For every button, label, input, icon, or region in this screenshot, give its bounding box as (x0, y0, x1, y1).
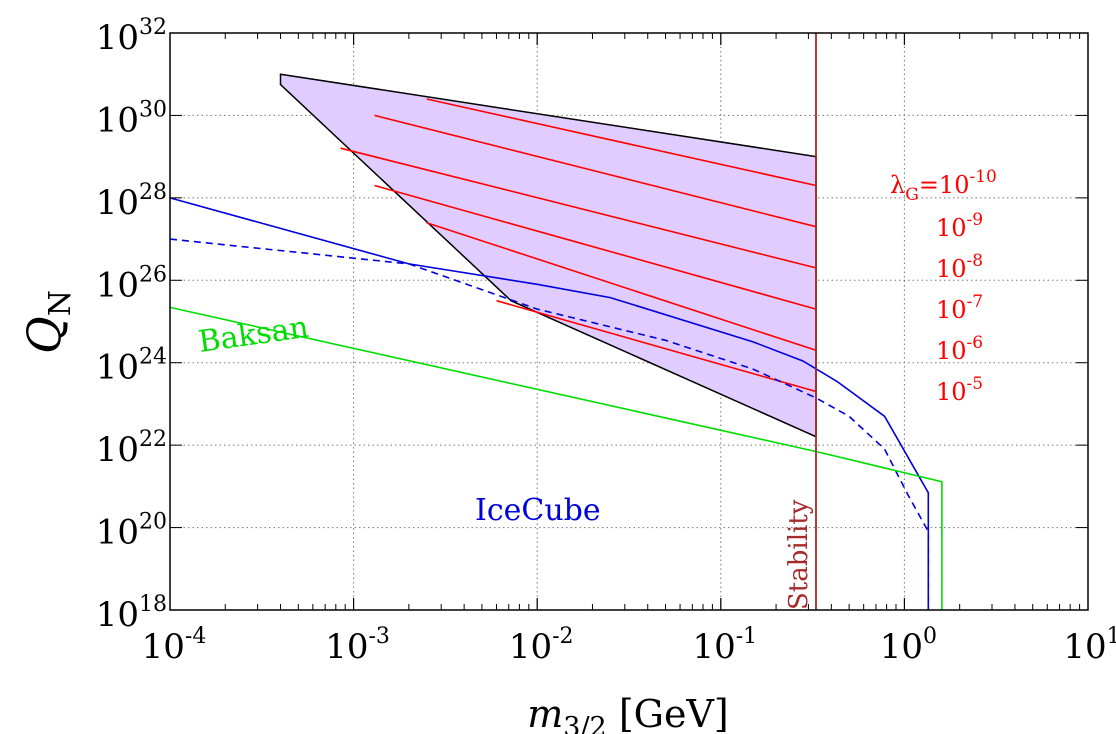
y-tick-label-1: 1018 (96, 592, 167, 635)
allowed-region (279, 73, 817, 438)
allowed-region-layer (279, 73, 817, 438)
x-tick-label-4: 10-1 (692, 624, 757, 667)
ticks-layer (169, 32, 1089, 611)
lambda-label-3: 10-8 (936, 251, 983, 283)
x-tick-label-5: 100 (880, 624, 937, 667)
lambda-line-1 (426, 98, 817, 187)
lambda-line-6 (496, 299, 817, 393)
series-icecube (169, 197, 930, 610)
lambda-line-4 (374, 184, 817, 310)
series-icecube-dashed (169, 238, 930, 610)
x-tick-label-3: 10-2 (509, 624, 574, 667)
y-tick-label-5: 1026 (96, 262, 167, 305)
lambda-label-2: 10-9 (936, 210, 983, 242)
stability-label: Stability (784, 499, 814, 610)
y-tick-label-6: 1028 (96, 180, 167, 223)
icecube-label: IceCube (475, 493, 601, 528)
x-axis-label: m3/2 [GeV] (527, 692, 729, 734)
series-layer (169, 197, 943, 610)
lambda-lines-layer (340, 98, 817, 393)
lambda-line-5 (426, 221, 817, 352)
plot-frame (169, 32, 1089, 611)
y-tick-label-8: 1032 (96, 15, 167, 58)
lambda-label-5: 10-6 (936, 333, 983, 365)
lambda-line-2 (374, 114, 817, 228)
x-tick-label-6: 101 (1063, 624, 1116, 667)
lambda-label-1: λG=10-10 (890, 167, 997, 205)
y-tick-label-3: 1022 (96, 427, 167, 470)
y-tick-label-2: 1020 (96, 510, 167, 553)
y-tick-label-4: 1024 (96, 345, 167, 388)
lambda-label-4: 10-7 (936, 292, 983, 324)
lambda-label-6: 10-5 (936, 374, 983, 406)
lambda-line-3 (340, 147, 817, 269)
x-tick-label-2: 10-3 (325, 624, 390, 667)
y-tick-label-7: 1030 (96, 97, 167, 140)
x-tick-label-1: 10-4 (142, 624, 207, 667)
y-axis-label: QN (17, 290, 78, 354)
series-baksan (169, 306, 943, 610)
tick-labels-layer: 10-4 10-3 10-2 10-1 100 101 1018 1020 1022 1024 10… (96, 15, 1116, 667)
